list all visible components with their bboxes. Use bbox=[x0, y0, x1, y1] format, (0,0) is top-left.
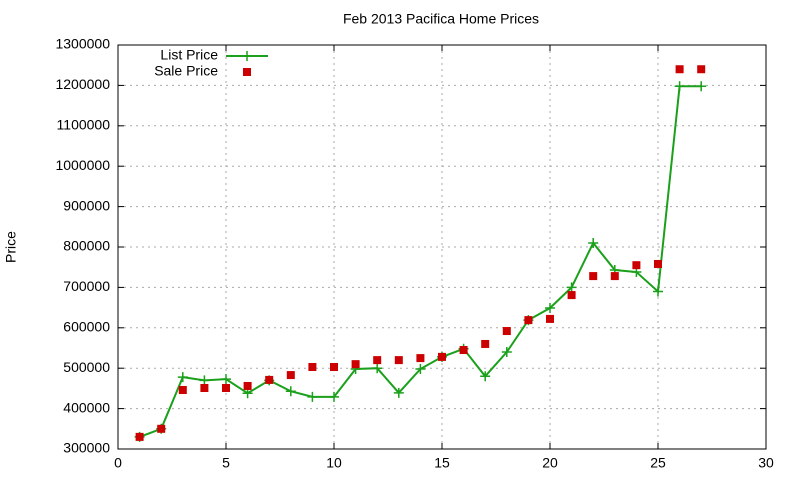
point-marker bbox=[545, 303, 555, 314]
legend-label: List Price bbox=[160, 47, 218, 63]
point-marker bbox=[330, 362, 338, 371]
x-tick-label: 25 bbox=[650, 455, 666, 471]
point-marker bbox=[178, 386, 187, 395]
chart-title: Feb 2013 Pacifica Home Prices bbox=[343, 11, 539, 27]
point-marker bbox=[696, 81, 707, 92]
point-marker bbox=[157, 424, 166, 433]
plot-frame bbox=[117, 44, 767, 450]
y-tick-label: 800000 bbox=[63, 238, 110, 254]
point-marker bbox=[459, 346, 468, 355]
y-tick-label: 400000 bbox=[63, 399, 110, 415]
point-marker bbox=[589, 272, 598, 281]
legend-swatch bbox=[242, 51, 252, 61]
point-marker bbox=[221, 374, 231, 385]
y-tick-label: 700000 bbox=[63, 278, 110, 294]
y-tick-label: 1300000 bbox=[55, 36, 110, 52]
legend-label: Sale Price bbox=[154, 63, 218, 79]
point-marker bbox=[501, 347, 512, 358]
point-marker bbox=[654, 259, 662, 268]
point-marker bbox=[438, 352, 446, 361]
point-marker bbox=[675, 65, 684, 74]
point-marker bbox=[394, 356, 403, 365]
point-marker bbox=[653, 286, 663, 297]
x-tick-label: 5 bbox=[222, 455, 230, 471]
point-marker bbox=[222, 383, 230, 392]
y-tick-label: 1000000 bbox=[55, 157, 110, 173]
point-marker bbox=[372, 363, 383, 374]
point-marker bbox=[329, 391, 339, 402]
point-marker bbox=[415, 364, 426, 375]
legend-swatch bbox=[243, 68, 251, 76]
y-tick-label: 900000 bbox=[63, 197, 110, 213]
point-marker bbox=[416, 354, 425, 363]
point-marker bbox=[502, 327, 511, 336]
point-marker bbox=[351, 360, 360, 369]
y-tick-label: 1200000 bbox=[55, 76, 110, 92]
point-marker bbox=[610, 272, 619, 281]
y-tick-label: 600000 bbox=[63, 319, 110, 335]
point-marker bbox=[546, 314, 554, 323]
y-tick-label: 1100000 bbox=[57, 117, 111, 133]
point-marker bbox=[393, 387, 404, 398]
point-marker bbox=[286, 371, 295, 380]
point-marker bbox=[199, 375, 210, 386]
point-marker bbox=[135, 432, 144, 441]
point-marker bbox=[307, 391, 318, 402]
point-marker bbox=[524, 316, 533, 325]
x-tick-label: 10 bbox=[326, 455, 342, 471]
x-tick-label: 30 bbox=[758, 455, 774, 471]
x-tick-label: 0 bbox=[114, 455, 122, 471]
point-marker bbox=[373, 356, 382, 365]
y-tick-label: 300000 bbox=[63, 440, 110, 456]
point-marker bbox=[308, 362, 317, 371]
point-marker bbox=[697, 65, 706, 74]
point-marker bbox=[243, 381, 252, 390]
point-marker bbox=[566, 282, 577, 293]
point-marker bbox=[480, 371, 491, 382]
point-marker bbox=[200, 383, 209, 392]
point-marker bbox=[567, 291, 576, 300]
point-marker bbox=[481, 339, 490, 348]
y-axis-label: Price bbox=[3, 231, 19, 263]
x-tick-label: 15 bbox=[434, 455, 450, 471]
x-tick-label: 20 bbox=[542, 455, 558, 471]
point-marker bbox=[285, 386, 296, 397]
point-marker bbox=[674, 81, 685, 92]
y-tick-label: 500000 bbox=[63, 359, 110, 375]
point-marker bbox=[265, 375, 274, 384]
point-marker bbox=[177, 372, 188, 383]
point-marker bbox=[632, 261, 641, 270]
point-marker bbox=[588, 237, 599, 248]
